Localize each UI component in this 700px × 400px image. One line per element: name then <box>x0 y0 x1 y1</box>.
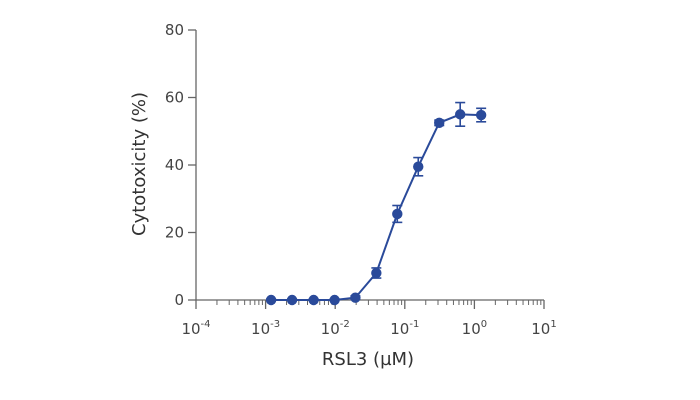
y-tick-label: 60 <box>165 89 184 107</box>
data-point <box>413 161 424 172</box>
series-layer <box>265 101 487 306</box>
x-axis-label: RSL3 (µM) <box>322 349 414 370</box>
y-tick-label: 0 <box>174 291 184 309</box>
y-tick-label: 80 <box>165 21 184 39</box>
data-point <box>371 267 382 279</box>
y-tick-label: 40 <box>165 156 184 174</box>
axes <box>195 30 544 301</box>
data-point <box>434 117 445 129</box>
x-tick-label: 10-2 <box>321 319 350 338</box>
data-point <box>329 294 340 306</box>
x-axis-ticks: 10-4 10-3 10-2 10-1 100 101 <box>181 300 557 338</box>
y-axis-ticks: 0 20 40 60 80 <box>165 21 196 309</box>
data-point <box>475 109 487 121</box>
data-point <box>265 294 277 306</box>
y-axis-label: Cytotoxicity (%) <box>129 92 150 236</box>
x-tick-label: 101 <box>531 319 556 338</box>
y-tick-label: 20 <box>165 224 184 242</box>
x-tick-label: 10-1 <box>390 319 419 338</box>
data-point <box>350 292 361 303</box>
x-tick-label: 10-4 <box>181 319 210 338</box>
data-point <box>308 294 319 306</box>
data-point <box>286 294 298 306</box>
x-tick-label: 10-3 <box>251 319 280 338</box>
data-point <box>392 208 403 220</box>
x-tick-label: 100 <box>462 319 487 338</box>
data-point <box>454 109 466 120</box>
